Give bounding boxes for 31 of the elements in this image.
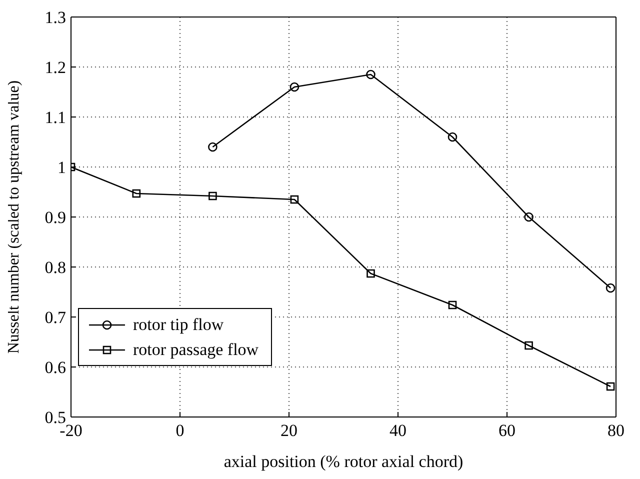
y-tick-label: 1.1 (44, 108, 66, 128)
y-tick-label: 1 (58, 158, 66, 178)
y-tick-label: 0.5 (44, 408, 66, 428)
point (448, 132, 458, 142)
y-tick-label: 1.3 (44, 8, 66, 28)
point (524, 341, 533, 350)
y-tick-label: 1.2 (44, 58, 66, 78)
x-axis-title: axial position (% rotor axial chord) (224, 452, 464, 471)
x-tick-label: 0 (176, 421, 184, 440)
y-axis-title: Nusselt number (scaled to upstream value) (6, 80, 23, 354)
point (290, 82, 300, 92)
point (208, 192, 217, 200)
point (132, 189, 141, 198)
y-tick-label: 0.8 (44, 258, 66, 278)
point (366, 70, 376, 80)
point (606, 382, 615, 391)
point (448, 300, 457, 310)
x-tick-label: 60 (498, 421, 516, 440)
point (290, 195, 299, 204)
point (524, 212, 534, 222)
x-tick-label: 80 (608, 421, 624, 440)
x-tick-label: 20 (280, 421, 298, 440)
point (366, 269, 375, 278)
x-tick-label: 40 (390, 421, 406, 440)
y-tick-label: 0.7 (44, 308, 66, 328)
y-tick-label: 0.9 (44, 208, 66, 228)
point (606, 283, 616, 293)
legend-label: rotor tip flow (133, 314, 224, 336)
legend-label: rotor passage flow (133, 339, 259, 361)
y-tick-label: 0.6 (44, 358, 66, 378)
point (208, 142, 218, 152)
